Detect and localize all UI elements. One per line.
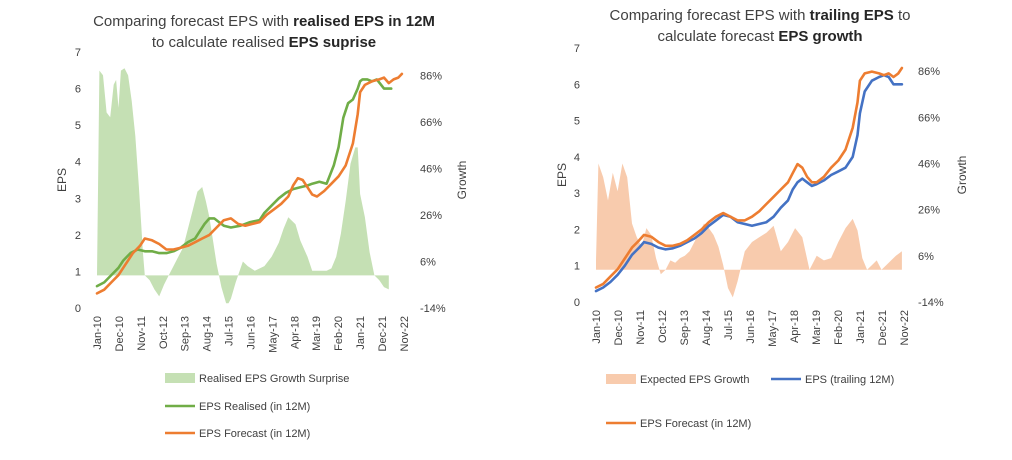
y-tick-label: 1	[75, 266, 81, 278]
y-tick-label: 0	[574, 297, 580, 309]
series-area-realised-eps-growth-surprise	[97, 68, 389, 304]
y2-tick-label: -14%	[918, 297, 944, 309]
y2-tick-label: 26%	[918, 205, 940, 217]
x-tick-label: Dec-21	[877, 310, 889, 345]
legend-label-eps-forecast-in-12m: EPS Forecast (in 12M)	[640, 418, 751, 430]
x-tick-label: Nov-22	[899, 310, 911, 345]
x-tick-label: May-17	[767, 310, 779, 347]
x-tick-label: Jul-15	[224, 316, 236, 346]
x-tick-label: Nov-11	[635, 310, 647, 345]
x-tick-label: Sep-13	[679, 310, 691, 345]
x-tick-label: Aug-14	[701, 310, 713, 345]
legend-label-expected-eps-growth: Expected EPS Growth	[640, 374, 749, 386]
x-tick-label: Jan-21	[355, 316, 367, 350]
x-tick-label: Oct-12	[158, 316, 170, 349]
y-tick-label: 5	[75, 120, 81, 132]
series-line-eps-forecast-in-12m	[95, 72, 404, 295]
legend-swatch-realised-eps-growth-surprise	[165, 373, 195, 383]
x-tick-label: Sep-13	[180, 316, 192, 351]
series-area-expected-eps-growth	[596, 163, 902, 298]
x-tick-label: Dec-10	[613, 310, 625, 345]
y-tick-label: 2	[75, 230, 81, 242]
x-tick-label: Dec-10	[114, 316, 126, 351]
y-tick-label: 3	[75, 193, 81, 205]
y-tick-label: 7	[574, 43, 580, 55]
y2-axis-title: Growth	[455, 161, 469, 200]
y2-tick-label: 6%	[918, 251, 934, 263]
y-tick-label: 0	[75, 303, 81, 315]
x-tick-label: Nov-11	[136, 316, 148, 351]
y2-tick-label: 66%	[918, 112, 940, 124]
chart-title-line-1: Comparing forecast EPS with realised EPS…	[93, 13, 435, 30]
x-tick-label: Jun-16	[745, 310, 757, 344]
forecast-eps-growth-chart: Comparing forecast EPS with trailing EPS…	[555, 7, 969, 430]
x-tick-label: Feb-20	[333, 316, 345, 351]
legend-swatch-expected-eps-growth	[606, 374, 636, 384]
x-tick-label: Jan-21	[855, 310, 867, 344]
y2-tick-label: -14%	[420, 303, 446, 315]
y2-tick-label: 6%	[420, 256, 436, 268]
legend-label-eps-forecast-in-12m: EPS Forecast (in 12M)	[199, 428, 310, 440]
y-tick-label: 4	[574, 152, 580, 164]
chart-title-line-1: Comparing forecast EPS with trailing EPS…	[610, 7, 911, 24]
x-tick-label: Dec-21	[377, 316, 389, 351]
y-tick-label: 6	[75, 84, 81, 96]
x-tick-label: Jun-16	[245, 316, 257, 350]
y-tick-label: 5	[574, 116, 580, 128]
x-tick-label: Aug-14	[202, 316, 214, 351]
chart-title-line-2: calculate forecast EPS growth	[657, 28, 862, 45]
series-line-eps-forecast-in-12m	[594, 66, 904, 289]
legend-label-eps-trailing-12m: EPS (trailing 12M)	[805, 374, 894, 386]
x-tick-label: Mar-19	[811, 310, 823, 345]
x-tick-label: Apr-18	[789, 310, 801, 343]
x-tick-label: Jan-10	[591, 310, 603, 344]
y-tick-label: 2	[574, 224, 580, 236]
y2-tick-label: 86%	[420, 70, 442, 82]
y2-axis-title: Growth	[955, 156, 969, 195]
chart-title-line-2: to calculate realised EPS suprise	[152, 34, 376, 51]
y-tick-label: 1	[574, 261, 580, 273]
y-axis-title: EPS	[55, 168, 69, 192]
y2-tick-label: 66%	[420, 117, 442, 129]
legend-label-realised-eps-growth-surprise: Realised EPS Growth Surprise	[199, 373, 349, 385]
y2-tick-label: 26%	[420, 210, 442, 222]
y-axis-title: EPS	[555, 163, 569, 187]
y-tick-label: 7	[75, 47, 81, 59]
x-tick-label: Jul-15	[723, 310, 735, 340]
legend-label-eps-realised-in-12m: EPS Realised (in 12M)	[199, 401, 310, 413]
series-line-eps-trailing-12m	[594, 73, 904, 293]
y-tick-label: 6	[574, 79, 580, 91]
y-tick-label: 3	[574, 188, 580, 200]
x-tick-label: Mar-19	[311, 316, 323, 351]
y2-tick-label: 46%	[420, 163, 442, 175]
x-tick-label: Feb-20	[833, 310, 845, 345]
series-line-eps-realised-in-12m	[95, 78, 393, 288]
x-tick-label: May-17	[267, 316, 279, 353]
x-tick-label: Apr-18	[289, 316, 301, 349]
realised-eps-surprise-chart: Comparing forecast EPS with realised EPS…	[55, 13, 469, 440]
y2-tick-label: 86%	[918, 66, 940, 78]
y2-tick-label: 46%	[918, 158, 940, 170]
x-tick-label: Oct-12	[657, 310, 669, 343]
y-tick-label: 4	[75, 157, 81, 169]
x-tick-label: Jan-10	[92, 316, 104, 350]
x-tick-label: Nov-22	[399, 316, 411, 351]
